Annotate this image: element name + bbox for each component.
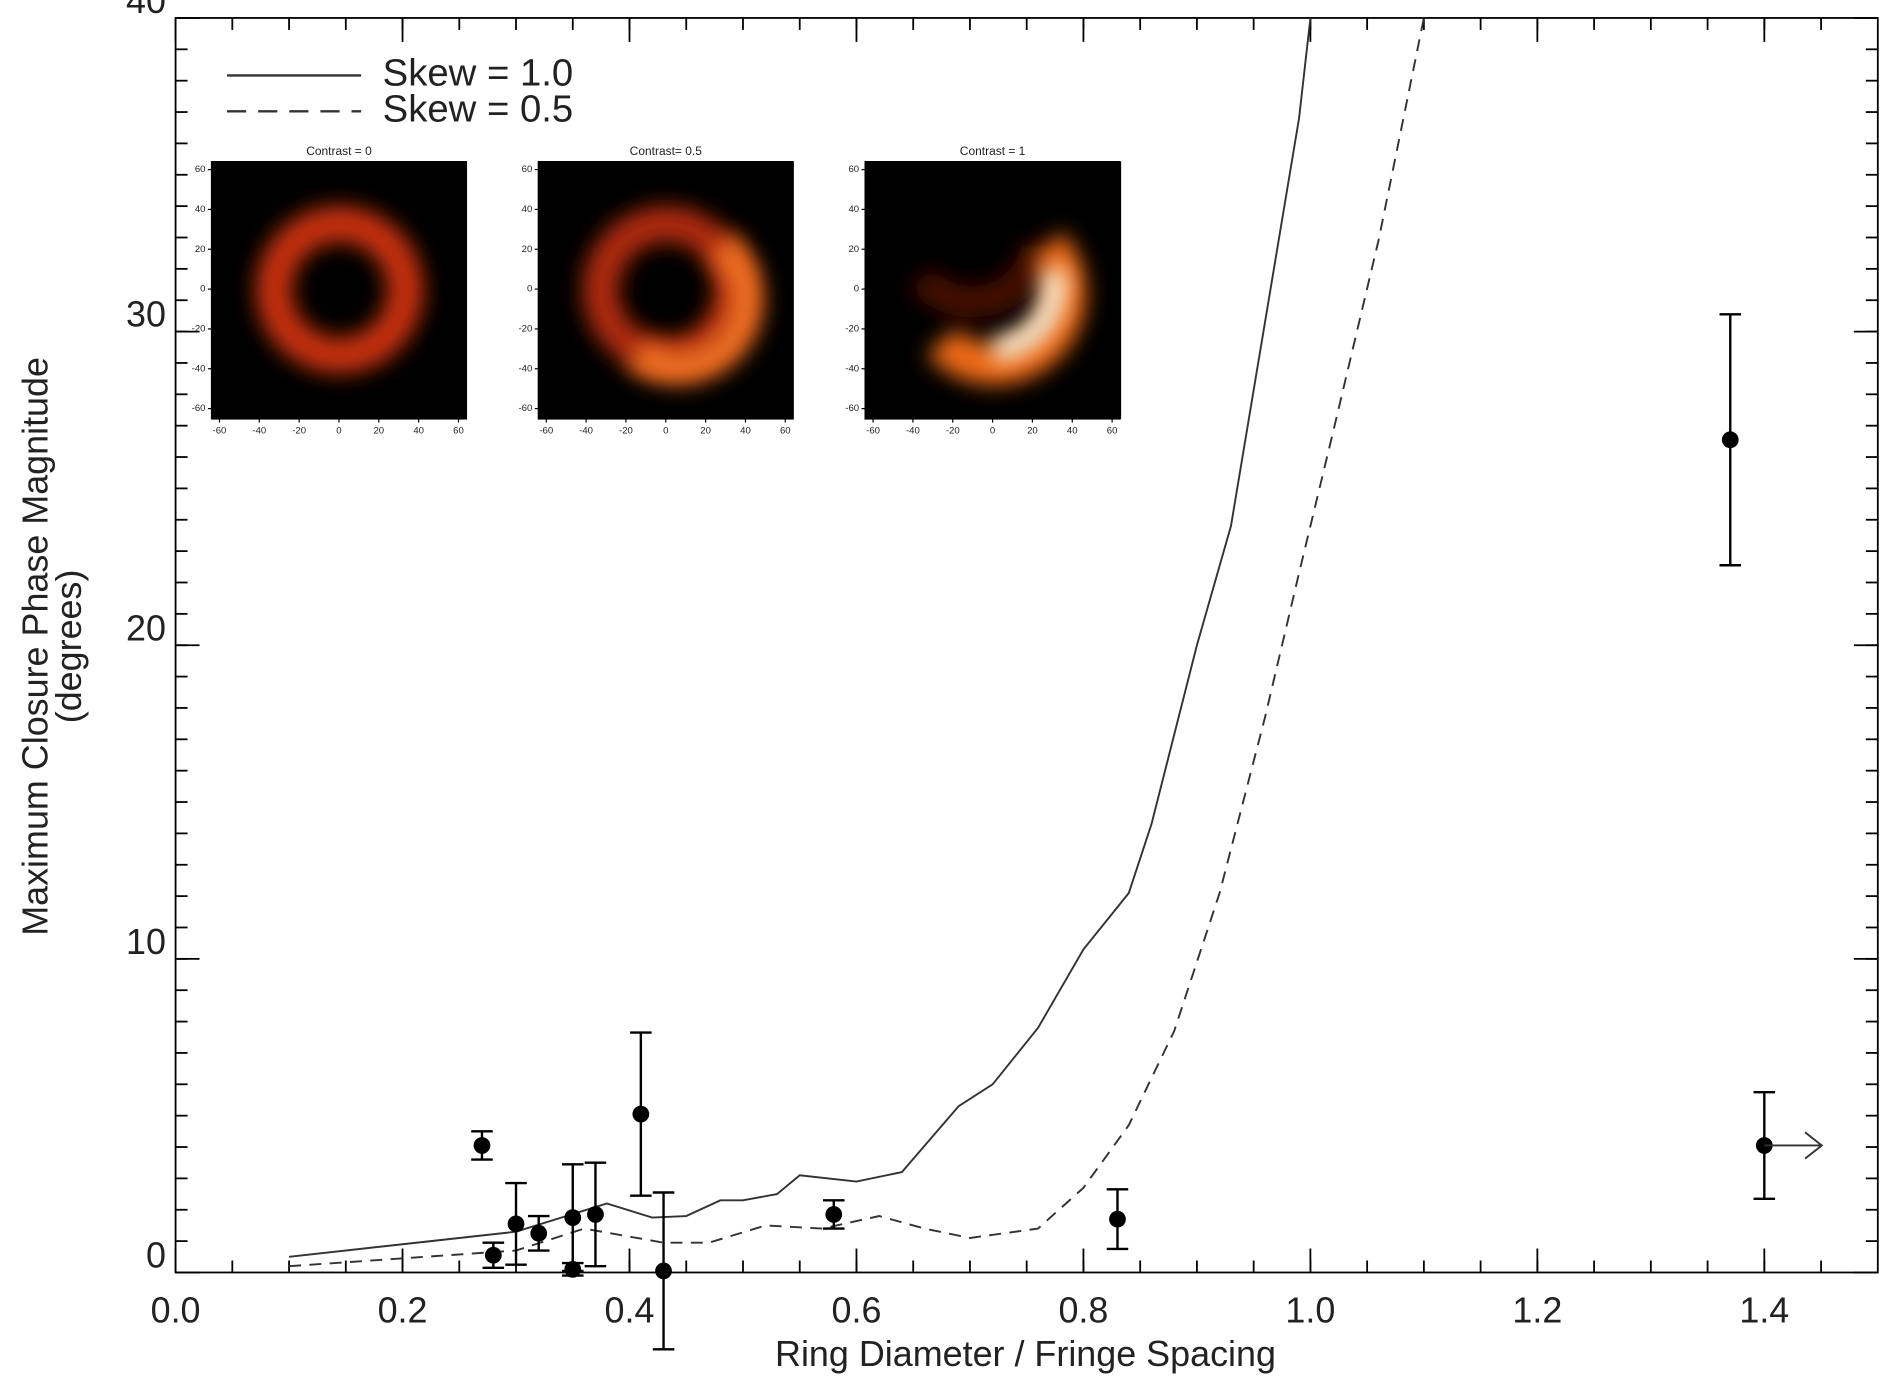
inset-tick-label: 60	[453, 425, 464, 436]
y-tick-label: 20	[126, 607, 166, 648]
inset-tick-label: 20	[522, 244, 533, 255]
inset-tick-label: -20	[845, 323, 859, 334]
inset-tick-label: 40	[413, 425, 424, 436]
inset-tick-label: 20	[373, 425, 384, 436]
inset-tick-label: 20	[700, 425, 711, 436]
line-series	[288, 17, 1425, 1268]
data-point	[564, 1209, 582, 1226]
inset-tick-label: 40	[740, 425, 751, 436]
inset-tick-label: -60	[845, 403, 859, 414]
legend-label: Skew = 1.0	[383, 52, 574, 95]
data-point	[825, 1206, 843, 1223]
data-point	[587, 1206, 604, 1223]
inset-image	[211, 161, 467, 419]
inset-tick-label: 40	[522, 204, 533, 215]
inset-tick-label: 0	[990, 425, 995, 436]
y-tick-label: 0	[146, 1235, 166, 1276]
inset-tick-label: 0	[200, 284, 205, 295]
inset-tick-label: -20	[292, 425, 306, 436]
inset-tick-label: 40	[1067, 425, 1078, 436]
data-point	[655, 1262, 672, 1280]
inset-image	[538, 161, 794, 419]
x-tick-label: 1.0	[1285, 1290, 1335, 1331]
inset-title: Contrast= 0.5	[630, 144, 703, 158]
inset-tick-label: -60	[518, 403, 532, 414]
inset-tick-label: -40	[252, 425, 266, 436]
inset-tick-label: 40	[848, 204, 859, 215]
inset-tick-label: 20	[195, 244, 206, 255]
inset-tick-label: -60	[192, 403, 206, 414]
x-tick-label: 0.4	[605, 1290, 655, 1331]
x-tick-label: 0.0	[151, 1290, 201, 1331]
y-tick-label: 30	[126, 294, 166, 335]
data-point	[564, 1260, 582, 1278]
inset-tick-label: 60	[780, 425, 791, 436]
inset-tick-label: 0	[854, 284, 859, 295]
inset-tick-label: 0	[663, 425, 668, 436]
inset-tick-label: 60	[1107, 425, 1118, 436]
inset-tick-label: 60	[522, 164, 533, 175]
inset-title: Contrast = 1	[960, 144, 1026, 158]
inset-tick-label: 20	[848, 244, 859, 255]
inset-tick-label: 0	[527, 284, 532, 295]
inset-tick-label: -40	[906, 425, 920, 436]
inset-tick-label: -40	[518, 363, 532, 374]
inset-tick-label: -60	[866, 425, 880, 436]
x-tick-label: 1.2	[1512, 1290, 1562, 1331]
inset-tick-label: -60	[213, 425, 227, 436]
data-point	[484, 1246, 502, 1264]
y-axis-label: Maximum Closure Phase Magnitude	[14, 357, 55, 936]
x-tick-label: 0.2	[378, 1290, 428, 1331]
data-point	[1721, 431, 1739, 449]
inset-tick-label: -60	[539, 425, 553, 436]
legend-label: Skew = 0.5	[383, 87, 574, 130]
x-tick-label: 0.6	[832, 1290, 882, 1331]
x-tick-label: 1.4	[1739, 1290, 1789, 1331]
inset-tick-label: 40	[195, 204, 206, 215]
data-point	[632, 1105, 650, 1123]
inset-tick-label: -40	[579, 425, 593, 436]
data-point	[1109, 1210, 1126, 1228]
inset-image	[865, 161, 1122, 419]
y-tick-label: 40	[126, 0, 166, 21]
inset-tick-label: -40	[192, 363, 206, 374]
inset-tick-label: -20	[518, 323, 532, 334]
inset-title: Contrast = 0	[306, 144, 372, 158]
inset-tick-label: -40	[845, 363, 859, 374]
data-point	[473, 1137, 491, 1154]
data-point	[507, 1215, 525, 1233]
y-axis-label: (degrees)	[48, 570, 89, 724]
inset-tick-label: -20	[192, 323, 206, 334]
inset-tick-label: 60	[848, 164, 859, 175]
lower-limit-arrow	[1764, 1131, 1824, 1160]
x-tick-label: 0.8	[1058, 1290, 1108, 1331]
inset-tick-label: -20	[946, 425, 960, 436]
inset-tick-label: 20	[1027, 425, 1038, 436]
inset-tick-label: 60	[195, 164, 206, 175]
inset-tick-label: -20	[619, 425, 633, 436]
x-axis-label: Ring Diameter / Fringe Spacing	[775, 1333, 1276, 1374]
data-point	[530, 1224, 548, 1242]
inset-tick-label: 0	[336, 425, 341, 436]
y-tick-label: 10	[126, 921, 166, 962]
line-series	[288, 17, 1312, 1258]
